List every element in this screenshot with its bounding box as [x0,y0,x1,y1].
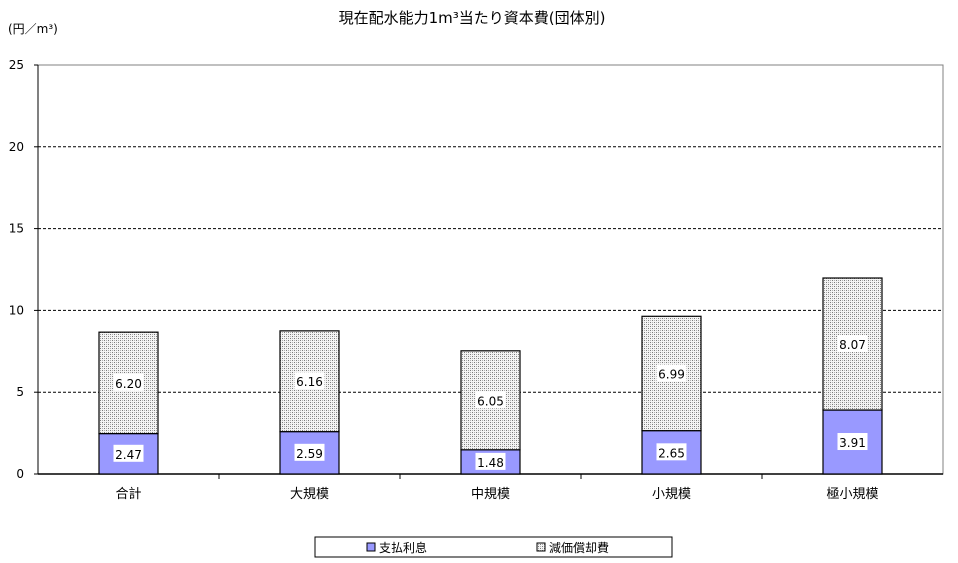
data-label: 2.47 [115,448,142,462]
data-label-bg [475,452,506,470]
legend-box [314,536,673,558]
y-tick-label: 15 [9,222,24,236]
data-label: 2.59 [296,447,323,461]
data-label-bg [656,364,687,382]
data-label: 6.99 [658,367,685,381]
legend-label: 減価償却費 [549,540,609,555]
data-label-bg [475,391,506,409]
data-label: 1.48 [477,456,504,470]
legend-label: 支払利息 [379,540,427,555]
data-label: 8.07 [839,338,866,352]
data-label: 6.05 [477,394,504,408]
data-label: 6.16 [296,375,323,389]
data-label-bg [294,443,325,461]
data-label: 3.91 [839,436,866,450]
data-label: 2.65 [658,446,685,460]
plot-area: 0 5 10 15 20 25 合計 2.47 6.20 大規模 2.59 6.16 中規模 1.48 6.… [9,58,944,502]
data-label-bg [294,372,325,390]
legend-swatch [536,542,546,552]
y-tick-label: 10 [9,303,24,317]
x-tick-label: 大規模 [290,487,329,502]
data-label-bg [113,444,144,462]
data-label-bg [656,443,687,461]
y-axis-unit: (円／m³) [8,22,58,36]
y-tick-label: 20 [9,140,24,154]
x-tick-label: 小規模 [652,487,691,502]
data-label: 6.20 [115,377,142,391]
x-tick-label: 極小規模 [826,486,878,502]
data-label-bg [837,335,868,353]
y-tick-label: 5 [16,385,24,399]
y-tick-label: 0 [16,467,24,481]
legend-swatch [366,542,376,552]
data-label-bg [113,373,144,391]
x-tick-label: 中規模 [471,487,510,502]
data-label-bg [837,433,868,451]
y-tick-label: 25 [9,58,24,72]
chart-title: 現在配水能力1m³当たり資本費(団体別) [339,9,606,27]
legend: 支払利息 減価償却費 [314,536,673,558]
x-tick-label: 合計 [115,486,141,502]
